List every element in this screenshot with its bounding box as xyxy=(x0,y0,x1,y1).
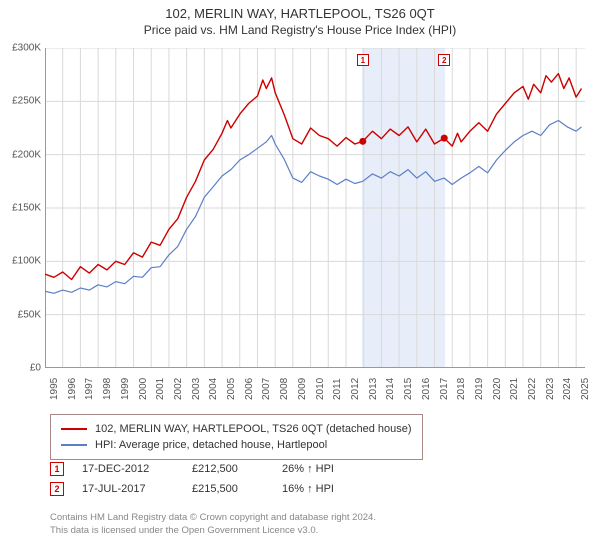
x-tick-label: 2019 xyxy=(474,378,485,400)
x-tick-label: 2018 xyxy=(456,378,467,400)
x-tick-label: 2025 xyxy=(580,378,591,400)
y-tick-label: £300K xyxy=(12,43,41,54)
sale-price: £212,500 xyxy=(192,463,282,475)
x-tick-label: 2015 xyxy=(403,378,414,400)
x-tick-label: 2022 xyxy=(527,378,538,400)
x-tick-label: 2024 xyxy=(562,378,573,400)
sale-row: 1 17-DEC-2012£212,50026% ↑ HPI xyxy=(50,462,372,476)
x-tick-label: 1997 xyxy=(84,378,95,400)
x-tick-label: 2020 xyxy=(492,378,503,400)
x-tick-label: 2012 xyxy=(350,378,361,400)
title-area: 102, MERLIN WAY, HARTLEPOOL, TS26 0QT Pr… xyxy=(0,0,600,37)
sale-badge: 1 xyxy=(50,462,64,476)
sale-date: 17-DEC-2012 xyxy=(82,463,192,475)
sales-rows: 1 17-DEC-2012£212,50026% ↑ HPI 2 17-JUL-201… xyxy=(50,462,372,502)
sale-delta: 26% ↑ HPI xyxy=(282,463,372,475)
y-tick-label: £100K xyxy=(12,256,41,267)
x-tick-label: 2014 xyxy=(385,378,396,400)
sale-row: 2 17-JUL-2017£215,50016% ↑ HPI xyxy=(50,482,372,496)
chart-marker-badge-2: 2 xyxy=(438,54,450,66)
sale-delta: 16% ↑ HPI xyxy=(282,483,372,495)
chart-title: 102, MERLIN WAY, HARTLEPOOL, TS26 0QT xyxy=(0,6,600,21)
x-tick-label: 1999 xyxy=(120,378,131,400)
x-tick-label: 2013 xyxy=(368,378,379,400)
legend: 102, MERLIN WAY, HARTLEPOOL, TS26 0QT (d… xyxy=(50,414,423,460)
y-axis-labels: £0£50K£100K£150K£200K£250K£300K xyxy=(0,48,45,368)
sale-price: £215,500 xyxy=(192,483,282,495)
sale-badge: 2 xyxy=(50,482,64,496)
x-tick-label: 2005 xyxy=(226,378,237,400)
chart-plot-area: 12 xyxy=(45,48,585,368)
x-tick-label: 1996 xyxy=(67,378,78,400)
sale-date: 17-JUL-2017 xyxy=(82,483,192,495)
legend-row: 102, MERLIN WAY, HARTLEPOOL, TS26 0QT (d… xyxy=(61,421,412,437)
x-tick-label: 2016 xyxy=(421,378,432,400)
footer-line2: This data is licensed under the Open Gov… xyxy=(50,525,376,538)
x-tick-label: 2003 xyxy=(191,378,202,400)
x-tick-label: 2000 xyxy=(138,378,149,400)
x-tick-label: 2001 xyxy=(155,378,166,400)
x-tick-label: 2023 xyxy=(545,378,556,400)
x-tick-label: 2021 xyxy=(509,378,520,400)
footer: Contains HM Land Registry data © Crown c… xyxy=(50,512,376,538)
x-tick-label: 2002 xyxy=(173,378,184,400)
chart-svg xyxy=(45,48,585,368)
x-tick-label: 2007 xyxy=(261,378,272,400)
x-tick-label: 1998 xyxy=(102,378,113,400)
legend-swatch xyxy=(61,444,87,446)
chart-marker-badge-1: 1 xyxy=(357,54,369,66)
legend-label: HPI: Average price, detached house, Hart… xyxy=(95,437,327,453)
legend-swatch xyxy=(61,428,87,430)
x-tick-label: 1995 xyxy=(49,378,60,400)
x-tick-label: 2008 xyxy=(279,378,290,400)
y-tick-label: £150K xyxy=(12,203,41,214)
x-tick-label: 2004 xyxy=(208,378,219,400)
x-axis-labels: 1995 1996 1997 1998 1999 2000 2001 2002 2003 2004… xyxy=(45,370,585,412)
y-tick-label: £200K xyxy=(12,149,41,160)
x-tick-label: 2010 xyxy=(315,378,326,400)
y-tick-label: £0 xyxy=(30,363,41,374)
legend-row: HPI: Average price, detached house, Hart… xyxy=(61,437,412,453)
legend-label: 102, MERLIN WAY, HARTLEPOOL, TS26 0QT (d… xyxy=(95,421,412,437)
y-tick-label: £250K xyxy=(12,96,41,107)
x-tick-label: 2006 xyxy=(244,378,255,400)
footer-line1: Contains HM Land Registry data © Crown c… xyxy=(50,512,376,525)
y-tick-label: £50K xyxy=(18,309,41,320)
x-tick-label: 2011 xyxy=(332,378,343,400)
x-tick-label: 2017 xyxy=(439,378,450,400)
x-tick-label: 2009 xyxy=(297,378,308,400)
chart-subtitle: Price paid vs. HM Land Registry's House … xyxy=(0,23,600,37)
